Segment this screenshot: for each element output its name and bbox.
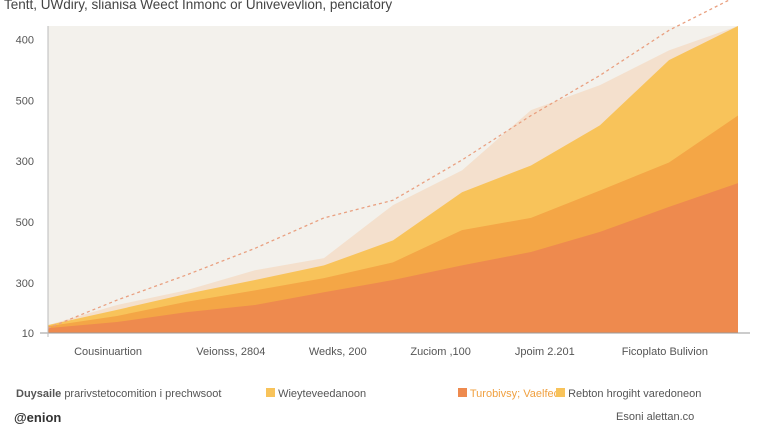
legend-swatch	[266, 388, 275, 397]
y-tick-label: 500	[16, 95, 34, 107]
legend-label: Turobivsy; Vaelfeci	[469, 388, 562, 400]
x-tick-label: Jpoim 2.201	[514, 346, 575, 358]
x-tick-label: Cousinuartion	[74, 346, 142, 358]
y-tick-label: 10	[22, 328, 34, 340]
series-area-1	[48, 183, 738, 333]
legend-swatch	[556, 388, 565, 397]
legend-item-3: Rebton hrogiht varedoneon	[556, 388, 701, 400]
legend-item-2: Turobivsy; Vaelfeci	[458, 388, 562, 400]
trend-line	[47, 0, 731, 329]
x-tick-label: Zuciom ,100	[410, 346, 471, 358]
y-tick-label: 300	[16, 278, 34, 290]
x-tick-label: Ficoplato Bulivion	[621, 346, 708, 358]
y-tick-label: 300	[16, 156, 34, 168]
legend-intro-text: prarivstetocomition i prechwsoot	[64, 388, 222, 400]
y-tick-label: 500	[16, 217, 34, 229]
footer-source: Esoni alettan.co	[616, 411, 695, 423]
legend-intro-bold: Duysaile	[16, 388, 62, 400]
x-tick-label: Veionss, 2804	[196, 346, 266, 358]
legend-swatch	[458, 388, 467, 397]
x-tick-label: Wedks, 200	[308, 346, 367, 358]
legend-intro: Duysaile prarivstetocomition i prechwsoo…	[16, 388, 221, 400]
y-tick-label: 400	[16, 34, 34, 46]
legend-label: Rebton hrogiht varedoneon	[568, 388, 702, 400]
chart-title: Tentt, UWdiry, slianisa Weect Inmonc or …	[4, 0, 393, 12]
footer-logo: @enion	[14, 410, 62, 425]
legend-label: Wieytevеedanoon	[278, 388, 367, 400]
legend-item-1: Wieytevеedanoon	[266, 388, 366, 400]
